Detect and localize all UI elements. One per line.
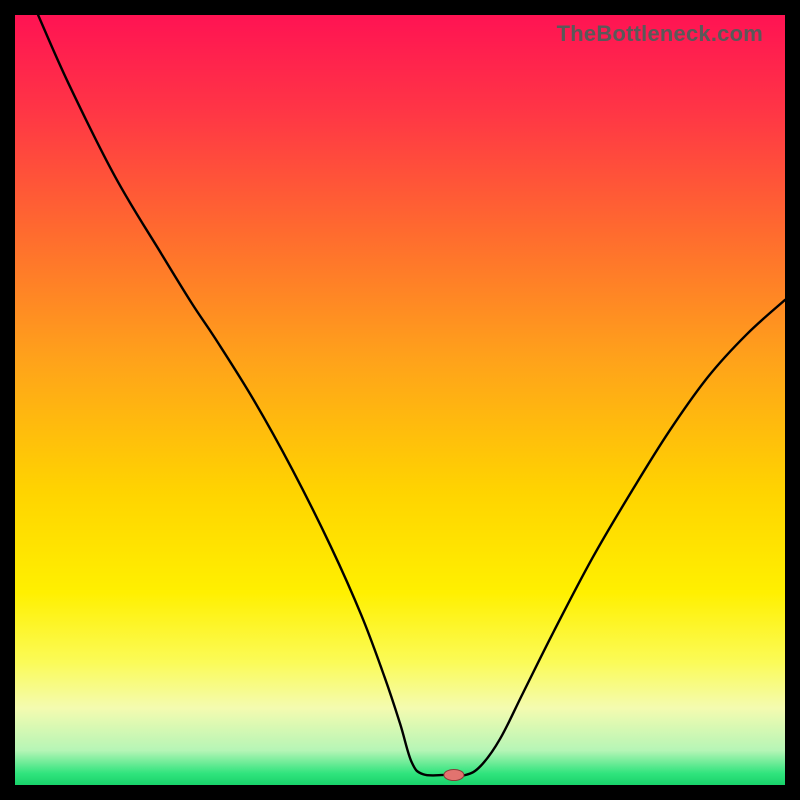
watermark-text: TheBottleneck.com — [557, 21, 763, 47]
bottleneck-curve — [15, 15, 785, 785]
optimal-point-marker — [444, 769, 464, 780]
